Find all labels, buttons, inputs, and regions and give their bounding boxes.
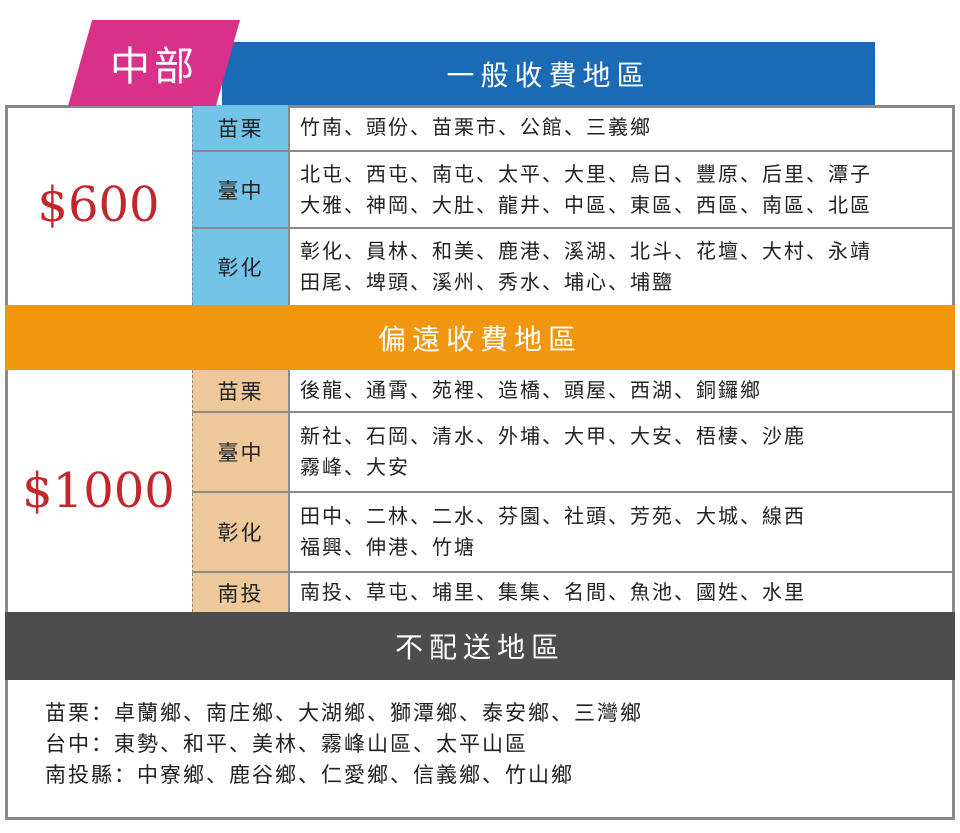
- no-delivery-header: 不配送地區: [5, 612, 955, 680]
- no-delivery-line: 台中：東勢、和平、美林、霧峰山區、太平山區: [45, 732, 528, 756]
- town-line: 霧峰、大安: [300, 455, 410, 479]
- county-label: 臺中: [192, 413, 288, 493]
- no-delivery-line: 苗栗：卓蘭鄉、南庄鄉、大湖鄉、獅潭鄉、泰安鄉、三灣鄉: [45, 701, 643, 725]
- no-delivery-line: 南投縣：中寮鄉、鹿谷鄉、仁愛鄉、信義鄉、竹山鄉: [45, 763, 574, 787]
- town-list: 田中、二林、二水、芬園、社頭、芳苑、大城、線西 福興、伸港、竹塘: [288, 493, 955, 573]
- town-line: 新社、石岡、清水、外埔、大甲、大安、梧棲、沙鹿: [300, 424, 806, 448]
- town-line: 竹南、頭份、苗栗市、公館、三義鄉: [300, 115, 652, 139]
- county-label: 南投: [192, 573, 288, 612]
- town-list: 後龍、通霄、苑裡、造橋、頭屋、西湖、銅鑼鄉: [288, 370, 955, 413]
- town-list: 彰化、員林、和美、鹿港、溪湖、北斗、花壇、大村、永靖 田尾、埤頭、溪州、秀水、埔心…: [288, 229, 955, 305]
- region-tag: 中部: [68, 20, 240, 106]
- town-line: 北屯、西屯、南屯、太平、大里、烏日、豐原、后里、潭子: [300, 161, 872, 186]
- town-line: 大雅、神岡、大肚、龍井、中區、東區、西區、南區、北區: [300, 192, 872, 217]
- town-line: 南投、草屯、埔里、集集、名間、魚池、國姓、水里: [300, 580, 806, 604]
- town-list: 南投、草屯、埔里、集集、名間、魚池、國姓、水里: [288, 573, 955, 612]
- general-price: $600: [37, 177, 160, 233]
- county-label: 苗栗: [192, 370, 288, 413]
- town-line: 田尾、埤頭、溪州、秀水、埔心、埔鹽: [300, 270, 674, 294]
- county-label: 彰化: [192, 229, 288, 305]
- county-label: 彰化: [192, 493, 288, 573]
- county-label: 苗栗: [192, 105, 288, 152]
- town-line: 田中、二林、二水、芬園、社頭、芳苑、大城、線西: [300, 504, 806, 528]
- county-label: 臺中: [192, 152, 288, 229]
- remote-price: $1000: [22, 463, 175, 519]
- town-line: 後龍、通霄、苑裡、造橋、頭屋、西湖、銅鑼鄉: [300, 378, 762, 402]
- no-delivery-list: 苗栗：卓蘭鄉、南庄鄉、大湖鄉、獅潭鄉、泰安鄉、三灣鄉 台中：東勢、和平、美林、霧…: [45, 698, 643, 791]
- table-frame: [5, 105, 955, 820]
- town-line: 福興、伸港、竹塘: [300, 535, 476, 559]
- town-line: 彰化、員林、和美、鹿港、溪湖、北斗、花壇、大村、永靖: [300, 239, 872, 263]
- town-list: 竹南、頭份、苗栗市、公館、三義鄉: [288, 105, 955, 152]
- town-list: 新社、石岡、清水、外埔、大甲、大安、梧棲、沙鹿 霧峰、大安: [288, 413, 955, 493]
- remote-fee-header: 偏遠收費地區: [5, 305, 955, 370]
- general-fee-header: 一般收費地區: [222, 42, 875, 105]
- town-list: 北屯、西屯、南屯、太平、大里、烏日、豐原、后里、潭子 大雅、神岡、大肚、龍井、中區…: [288, 152, 955, 229]
